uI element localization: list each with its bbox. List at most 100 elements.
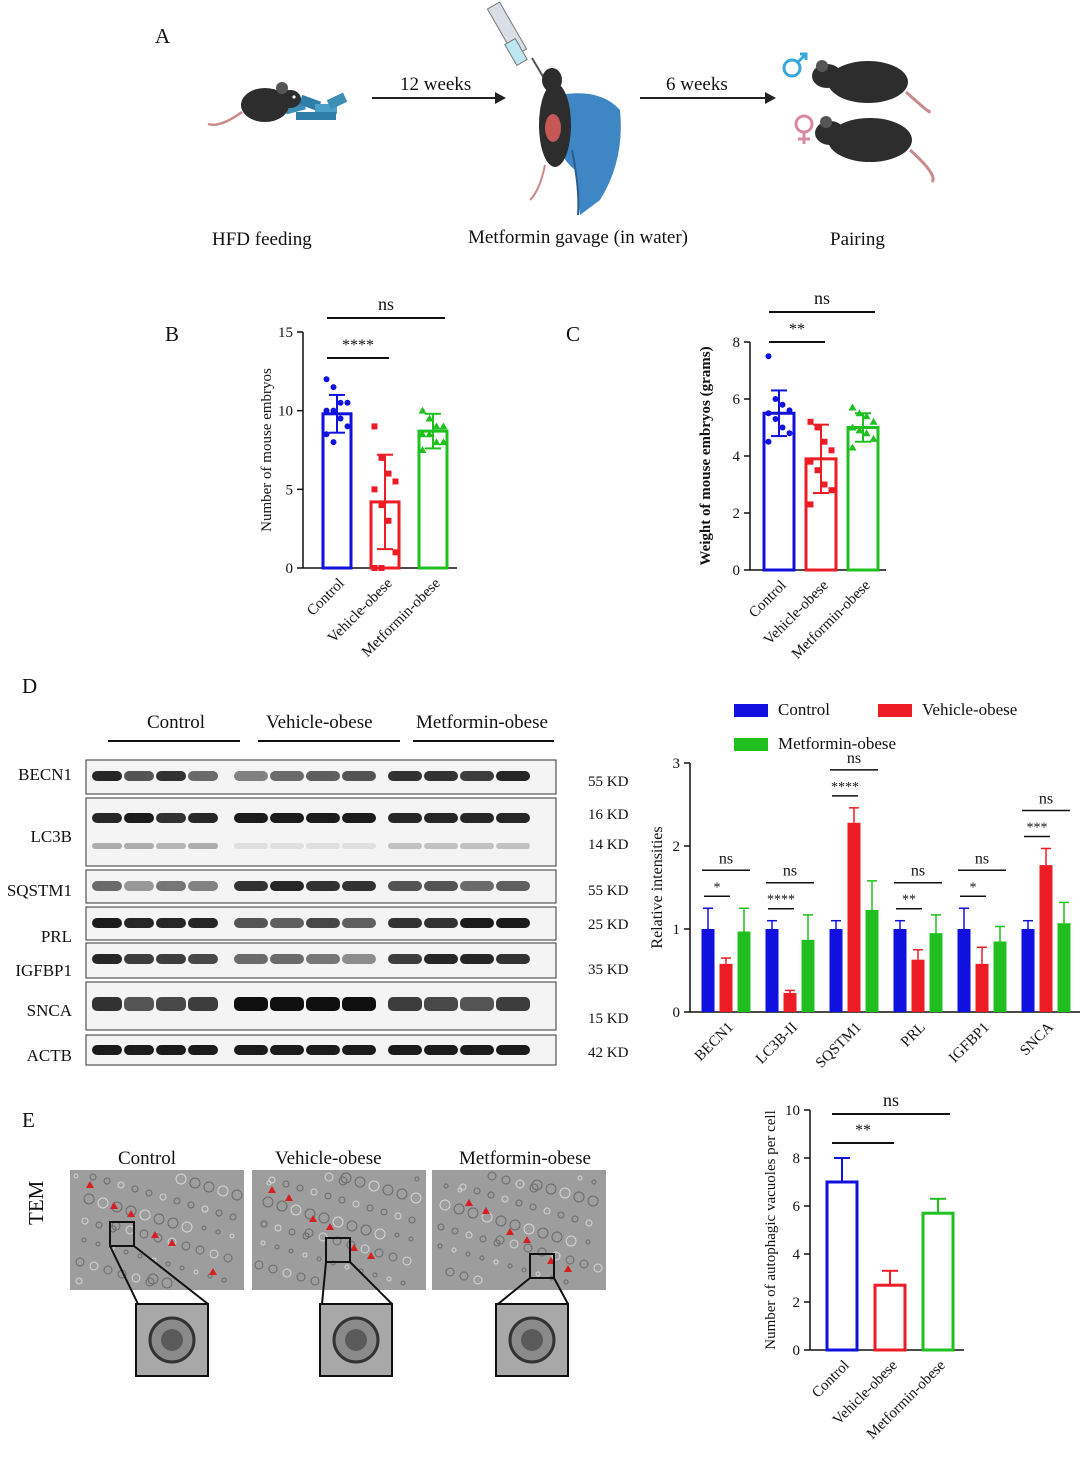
y-tick-label: 1 [673, 922, 681, 938]
data-point [786, 407, 793, 414]
tem-texture [366, 1204, 374, 1212]
kd-label: 42 KD [588, 1045, 629, 1061]
data-point [330, 384, 337, 391]
kd-label: 15 KD [588, 1011, 629, 1027]
tem-texture [338, 1196, 346, 1204]
tem-texture [268, 1176, 276, 1184]
data-point [869, 417, 878, 425]
blot-band [234, 997, 268, 1011]
panel-d-letter: D [22, 674, 38, 698]
bar [825, 1180, 859, 1352]
tem-roi-box [325, 1237, 351, 1263]
blot-band [188, 954, 218, 964]
blot-band [92, 813, 122, 823]
tem-texture [443, 1183, 449, 1189]
data-point [371, 486, 378, 493]
y-axis-label: Number of autophagic vacuoles per cell [763, 1110, 779, 1350]
tem-texture [181, 1221, 193, 1233]
tem-texture [537, 1247, 547, 1257]
y-tick-label: 2 [793, 1295, 801, 1311]
data-point [807, 501, 814, 508]
tem-texture [479, 1235, 487, 1243]
tem-texture [131, 1273, 141, 1283]
tem-texture [332, 1216, 344, 1228]
tem-texture [523, 1243, 533, 1253]
tem-arrow-marker [209, 1268, 217, 1275]
tem-texture [579, 1259, 589, 1269]
tem-texture [282, 1268, 292, 1278]
tem-texture [529, 1183, 539, 1193]
tem-texture [465, 1251, 471, 1257]
blot-band [188, 881, 218, 891]
blot-label-prl: PRL [40, 927, 72, 946]
tem-texture [529, 1203, 537, 1211]
legend-swatch [878, 703, 912, 717]
tem-texture [83, 1193, 95, 1205]
tem-texture [181, 1241, 191, 1251]
data-point [323, 431, 330, 438]
data-point [765, 410, 772, 417]
blot-band [156, 997, 186, 1011]
kd-label: 16 KD [588, 807, 629, 823]
data-point [869, 434, 878, 442]
blot-band [388, 771, 422, 781]
tem-texture [467, 1207, 479, 1219]
blot-band [460, 918, 494, 928]
tem-zoom-line [349, 1261, 393, 1305]
bar [829, 929, 843, 1012]
blot-band [92, 954, 122, 964]
blot-band [92, 1045, 122, 1055]
data-point [385, 517, 392, 524]
bar [847, 822, 861, 1012]
blot-band [124, 954, 154, 964]
tem-texture [388, 1252, 398, 1262]
blot-band [496, 1045, 530, 1055]
bar [701, 929, 715, 1012]
blot-band [388, 843, 422, 849]
blot-band [342, 881, 376, 891]
category-label: SQSTM1 [813, 1020, 865, 1072]
tem-texture [310, 1188, 318, 1196]
legend-label: Control [778, 700, 830, 719]
blot-band [424, 997, 458, 1011]
data-point [418, 446, 427, 453]
legend-swatch [734, 737, 768, 751]
tem-texture [585, 1219, 593, 1227]
data-point [765, 438, 772, 445]
tem-texture [95, 1241, 101, 1247]
tem-texture [465, 1231, 473, 1239]
tem-texture [587, 1195, 599, 1207]
blot-band [460, 1045, 494, 1055]
tem-texture [559, 1187, 571, 1199]
data-point [323, 407, 330, 414]
data-point [765, 353, 772, 360]
tem-roi-box [109, 1221, 135, 1247]
tem-texture [573, 1191, 585, 1203]
autophagic-vacuole-core [161, 1329, 183, 1351]
blot-label-lc3b: LC3B [30, 827, 72, 846]
y-tick-label: 15 [278, 325, 293, 341]
bar [765, 929, 779, 1012]
blot-membrane [85, 797, 557, 867]
tem-micrograph [70, 1170, 244, 1290]
wb-group-metformin: Metformin-obese [416, 712, 548, 733]
tem-texture [131, 1185, 139, 1193]
legend-label: Vehicle-obese [922, 700, 1018, 719]
data-point [432, 422, 441, 430]
tem-texture [591, 1179, 597, 1185]
tem-texture [161, 1277, 173, 1289]
blot-band [156, 1045, 186, 1055]
step-pairing: Pairing [830, 229, 885, 250]
category-label: BECN1 [692, 1020, 737, 1065]
hand-icon [556, 93, 621, 216]
tem-texture [374, 1248, 384, 1258]
tem-arrow-marker [285, 1194, 293, 1201]
blot-band [188, 813, 218, 823]
tem-texture [201, 1205, 209, 1213]
significance-label: ** [902, 893, 916, 908]
blot-band [424, 813, 458, 823]
blot-band [234, 918, 268, 928]
wb-group-vehicle: Vehicle-obese [266, 712, 373, 733]
tem-texture [221, 1277, 227, 1283]
tem-texture [408, 1216, 416, 1224]
